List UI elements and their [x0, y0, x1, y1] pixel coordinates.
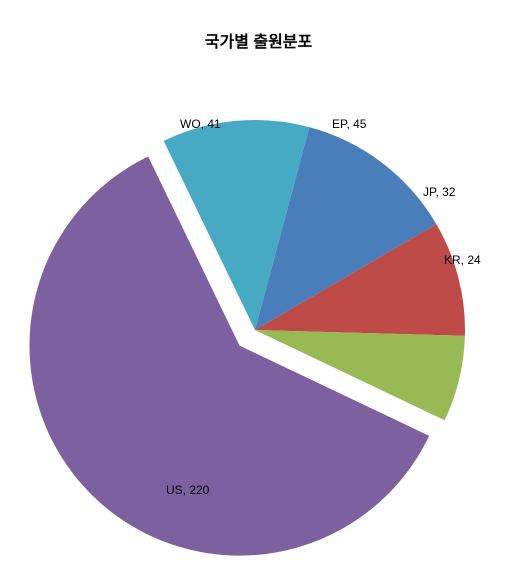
pie-chart: 국가별 출원분포 EP, 45 JP, 32 KR, 24 US, 220 WO, 41: [0, 0, 517, 572]
slice-label-wo: WO, 41: [180, 117, 221, 131]
chart-title: 국가별 출원분포: [0, 28, 517, 52]
slice-label-kr: KR, 24: [444, 253, 481, 267]
slice-label-jp: JP, 32: [423, 185, 456, 199]
pie-svg: EP, 45 JP, 32 KR, 24 US, 220 WO, 41: [0, 0, 517, 572]
slice-label-ep: EP, 45: [332, 117, 367, 131]
slice-label-us: US, 220: [166, 483, 210, 497]
